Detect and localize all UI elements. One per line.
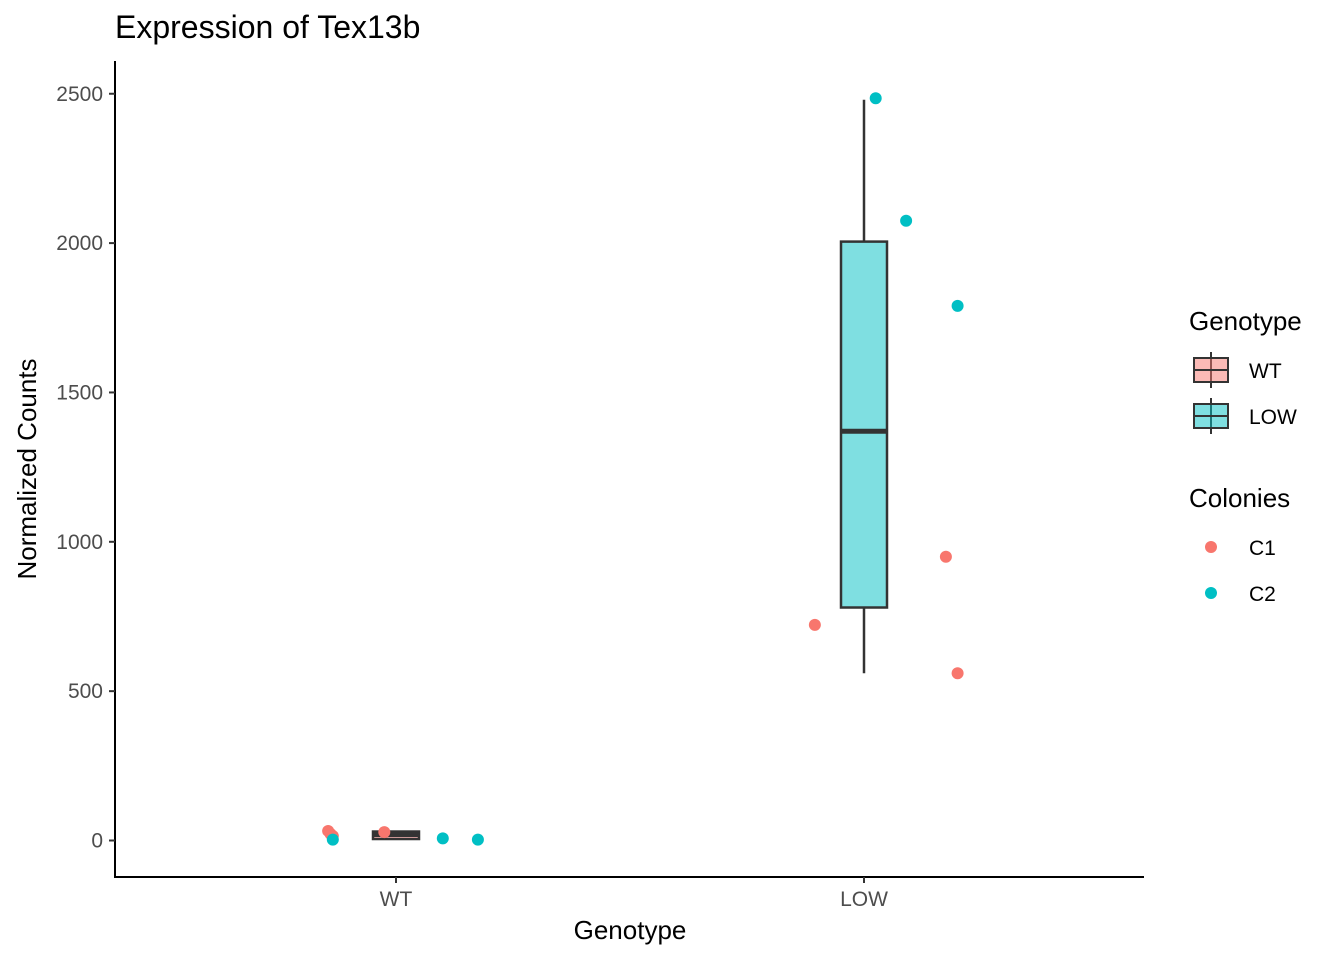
legend-title: Colonies — [1189, 483, 1290, 513]
legend-label: C2 — [1249, 583, 1276, 606]
y-axis-title: Normalized Counts — [12, 358, 42, 579]
legends: Genotype WT LOW Colonies C1 C2 — [1189, 306, 1302, 606]
data-point-c2 — [436, 832, 449, 845]
data-point-c2 — [326, 833, 339, 846]
x-tick-label: WT — [380, 888, 413, 911]
boxplot-low — [839, 99, 889, 674]
legend-title: Genotype — [1189, 306, 1302, 336]
legend-genotype: Genotype WT LOW — [1189, 306, 1302, 434]
y-tick-label: 2000 — [56, 232, 103, 255]
legend-key-point — [1205, 541, 1217, 553]
y-tick-label: 1000 — [56, 531, 103, 554]
y-tick-label: 500 — [68, 680, 103, 703]
legend-label: LOW — [1249, 406, 1297, 429]
legend-label: C1 — [1249, 537, 1276, 560]
data-point-c1 — [808, 618, 821, 631]
data-point-c2 — [869, 92, 882, 105]
y-axis-ticks: 0 500 1000 1500 2000 2500 — [56, 83, 115, 853]
data-point-c2 — [951, 299, 964, 312]
box-iqr — [839, 240, 889, 609]
data-point-c1 — [939, 550, 952, 563]
x-axis-ticks: WT LOW — [380, 877, 888, 911]
x-axis-title: Genotype — [574, 915, 687, 945]
y-tick-label: 1500 — [56, 381, 103, 404]
data-point-c1 — [378, 826, 391, 839]
data-point-c2 — [900, 214, 913, 227]
data-point-c2 — [471, 833, 484, 846]
legend-key-point — [1205, 587, 1217, 599]
data-point-c1 — [951, 667, 964, 680]
legend-colonies: Colonies C1 C2 — [1189, 483, 1290, 606]
y-tick-label: 0 — [91, 830, 103, 853]
y-tick-label: 2500 — [56, 83, 103, 106]
chart-title: Expression of Tex13b — [115, 9, 420, 45]
legend-label: WT — [1249, 360, 1282, 383]
plot-area — [322, 92, 964, 846]
x-tick-label: LOW — [840, 888, 888, 911]
